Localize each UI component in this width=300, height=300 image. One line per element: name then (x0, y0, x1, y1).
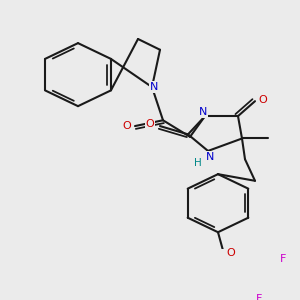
Text: F: F (280, 254, 286, 264)
Text: N: N (199, 107, 207, 117)
Text: N: N (150, 82, 158, 92)
Text: O: O (123, 121, 131, 131)
Text: O: O (259, 94, 267, 104)
Text: N: N (206, 152, 214, 162)
Text: H: H (194, 158, 202, 167)
Text: O: O (146, 119, 154, 129)
Text: O: O (226, 248, 236, 258)
Text: F: F (256, 294, 262, 300)
